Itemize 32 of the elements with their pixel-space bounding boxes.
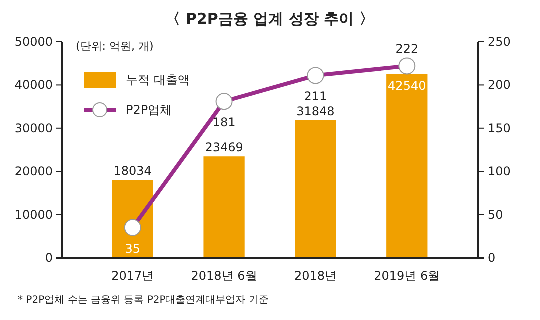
bar bbox=[204, 156, 245, 258]
y2-tick-label: 250 bbox=[488, 35, 511, 49]
y2-tick-label: 200 bbox=[488, 78, 511, 92]
y-tick-label: 30000 bbox=[14, 121, 53, 136]
data-label: 18034 bbox=[114, 164, 152, 178]
legend-label: 누적 대출액 bbox=[126, 73, 190, 87]
y2-tick-label: 50 bbox=[488, 208, 504, 222]
data-label: 211 bbox=[304, 90, 328, 104]
annotation: (단위: 억원, 개) bbox=[76, 40, 154, 53]
data-label: 222 bbox=[396, 42, 419, 56]
y-tick-label: 50000 bbox=[14, 35, 53, 49]
chart-title: 〈 P2P금융 업계 성장 추이 〉 bbox=[166, 10, 374, 28]
data-label: 31848 bbox=[296, 104, 335, 118]
x-tick-label: 2018년 6월 bbox=[191, 269, 258, 283]
y-tick-label: 40000 bbox=[14, 78, 53, 92]
x-tick-label: 2017년 bbox=[112, 269, 154, 283]
data-label: 42540 bbox=[388, 79, 426, 94]
y-tick-label: 10000 bbox=[14, 208, 53, 222]
y2-tick-label: 0 bbox=[488, 251, 496, 265]
x-tick-label: 2019년 6월 bbox=[374, 269, 440, 283]
bar bbox=[386, 74, 428, 258]
data-label: 35 bbox=[125, 242, 140, 256]
data-label: 181 bbox=[212, 116, 236, 130]
y2-tick-label: 100 bbox=[488, 164, 511, 179]
x-tick-label: 2018년 bbox=[294, 269, 337, 283]
legend-label: P2P업체 bbox=[126, 103, 172, 117]
text: * P2P업체 수는 금융위 등록 P2P대출연계대부업자 기준 bbox=[18, 295, 269, 306]
y-tick-label: 20000 bbox=[14, 164, 53, 179]
data-label: 23469 bbox=[205, 140, 244, 155]
y-tick-label: 0 bbox=[45, 251, 53, 265]
y2-tick-label: 150 bbox=[488, 121, 511, 136]
bar bbox=[295, 120, 336, 258]
